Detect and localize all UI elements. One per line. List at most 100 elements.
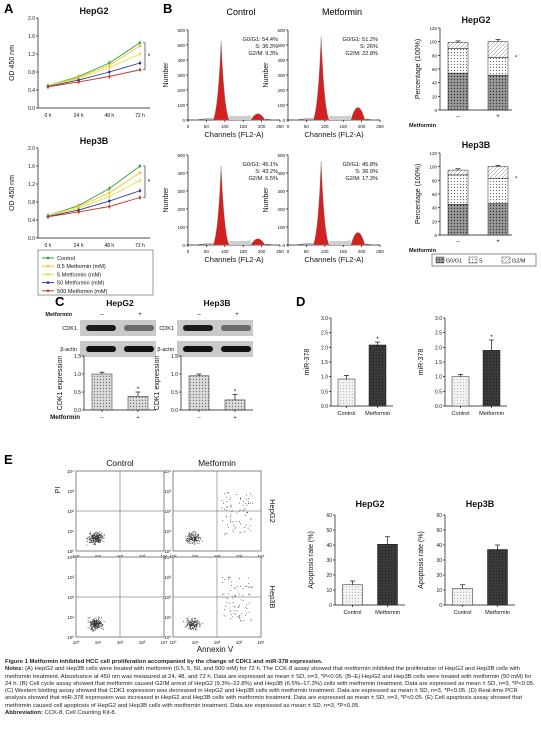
- y-decade-label: 10³: [67, 575, 74, 580]
- hist-x-tick-label: 200: [358, 124, 366, 129]
- legend-swatch: [501, 256, 511, 264]
- x-tick-label: 48 h: [104, 243, 114, 249]
- y-tick-label: 3.0: [321, 316, 328, 322]
- lane-sign: –: [100, 312, 104, 318]
- chart-title: Hep3B: [466, 499, 495, 509]
- y-tick-label: 1.5: [74, 354, 81, 360]
- hist-x-tick-label: 0: [287, 124, 290, 129]
- x-decade-label: 10²: [214, 640, 221, 645]
- series-line: [47, 180, 141, 216]
- hist-x-label: Channels (FL2-A): [204, 130, 264, 139]
- bar: [342, 584, 363, 606]
- x-tick-label: 24 h: [74, 243, 84, 249]
- cell-cycle-bar-hepg2: HepG2 Percentage (100%) 0 20 40 60 80 100 120 – + M…: [409, 15, 518, 129]
- bar: [452, 588, 473, 606]
- significance-star: *: [490, 334, 493, 341]
- x-tick-label: Metformin: [485, 610, 510, 616]
- g1-peak: [312, 36, 330, 121]
- y-decade-label: 10⁰: [164, 549, 171, 554]
- row-label: HepG2: [268, 499, 277, 523]
- cell-cycle-bar-hep3b: Hep3B Percentage (100%) 0 20 40 60 80 100 120 – + M…: [409, 140, 518, 254]
- y-tick-label: 0.0: [74, 408, 81, 414]
- x-decade-label: 10³: [236, 554, 243, 559]
- treatment-label: Metformin: [45, 312, 72, 318]
- bar: [487, 549, 508, 606]
- hist-y-tick-label: 500: [277, 43, 285, 48]
- legend-marker: [46, 256, 50, 260]
- legend-swatch: [435, 256, 445, 264]
- hist-y-tick-label: 300: [177, 189, 185, 194]
- hist-y-tick-label: 600: [277, 28, 285, 33]
- hist-x-tick-label: 200: [258, 249, 266, 254]
- s-percent: S: 26%: [360, 44, 378, 50]
- hist-y-tick-label: 400: [277, 171, 285, 176]
- y-tick-label: 50: [326, 528, 332, 534]
- cdk1-bar-hepg2: CDK1 expression 0.0 0.5 1.0 1.5 – + * Metformin: [50, 354, 156, 421]
- bar: [127, 396, 149, 411]
- hist-x-tick-label: 250: [276, 249, 284, 254]
- x-tick-label: –: [456, 114, 460, 120]
- hist-x-tick-label: 200: [258, 124, 266, 129]
- caption-notes: (A) HepG2 and Hep3B cells were treated w…: [5, 666, 535, 709]
- x-decade-label: 10⁴: [161, 554, 168, 559]
- series-line: [47, 165, 141, 216]
- y-tick-label: 30: [436, 558, 442, 564]
- legend-marker: [46, 273, 50, 276]
- y-tick-label: 0: [434, 108, 437, 113]
- mir378-bar-hepg2: miR-378 0.0 0.5 1.0 1.5 2.0 2.5 3.0 Control Metfo…: [304, 316, 393, 417]
- y-tick-label: 1.5: [171, 354, 178, 360]
- y-decade-label: 10¹: [164, 529, 171, 534]
- y-axis-label: miR-378: [304, 349, 311, 376]
- lane-sign: –: [197, 312, 201, 318]
- hist-x-tick-label: 50: [304, 249, 310, 254]
- stacked-segment: [487, 178, 509, 204]
- x-tick-label: –: [100, 415, 104, 421]
- stacked-segment: [487, 203, 509, 236]
- hist-x-tick-label: 150: [339, 249, 347, 254]
- y-tick-label: 20: [326, 573, 332, 579]
- x-decade-label: 10¹: [95, 640, 102, 645]
- y-axis-label: OD 450 nm: [9, 175, 16, 211]
- hist-y-tick-label: 500: [277, 153, 285, 158]
- x-tick-label: Metformin: [479, 411, 504, 417]
- hist-y-tick-label: 0: [182, 118, 185, 123]
- s-phase-fill: [229, 116, 251, 120]
- x-tick-label: Control: [337, 411, 355, 417]
- blot-title: Hep3B: [204, 298, 231, 308]
- hist-x-label: Channels (FL2-A): [304, 255, 364, 264]
- lane-sign: +: [235, 312, 239, 318]
- legend-swatch: [468, 256, 478, 264]
- y-decade-label: 10³: [164, 575, 171, 580]
- x-tick-label: 0 h: [45, 113, 52, 119]
- blot-background: [80, 341, 156, 357]
- y-axis-label: Percentage (100%): [415, 164, 422, 224]
- y-tick-label: 120: [429, 26, 437, 31]
- g2m-percent: G2/M: 6.5%: [248, 176, 278, 182]
- legend-label: Control: [57, 256, 75, 262]
- y-axis-label: Apoptosis rate (%): [308, 531, 315, 589]
- y-axis-label: Percentage (100%): [415, 39, 422, 99]
- series-line: [47, 69, 141, 88]
- y-decade-label: 10⁰: [67, 635, 74, 640]
- hist-x-tick-label: 0: [287, 249, 290, 254]
- blot-background: [177, 341, 253, 357]
- bar: [337, 378, 356, 407]
- y-decade-label: 10³: [164, 489, 171, 494]
- hist-x-tick-label: 50: [204, 124, 210, 129]
- stacked-segment: [447, 48, 469, 74]
- x-tick-label: –: [456, 239, 460, 245]
- x-decade-label: 10²: [117, 640, 124, 645]
- y-tick-label: 80: [432, 178, 438, 183]
- y-axis-label: CDK1 expression: [57, 356, 64, 411]
- y-decade-label: 10¹: [67, 615, 74, 620]
- chart-title: HepG2: [461, 15, 490, 25]
- protein-band: [124, 346, 154, 352]
- protein-band: [221, 325, 251, 331]
- x-axis-label: Metformin: [50, 414, 80, 421]
- s-phase-fill: [329, 241, 351, 245]
- y-tick-label: 0.5: [435, 389, 442, 395]
- band-label: β-actin: [157, 347, 174, 353]
- column-title-metformin: Metformin: [322, 7, 362, 17]
- y-tick-label: 0.0: [171, 408, 178, 414]
